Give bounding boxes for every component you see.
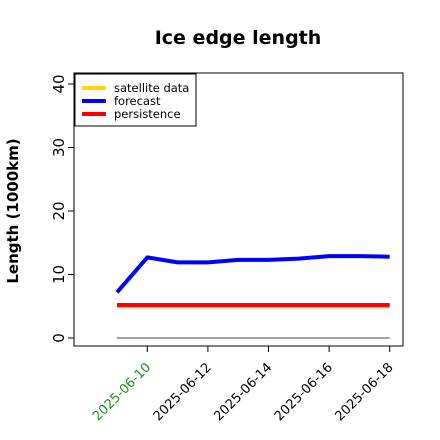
x-tick-label: 2025-06-12 [151,360,215,424]
legend-label-forecast: forecast [114,94,161,108]
y-tick-label: 0 [50,333,68,343]
legend-label-satellite: satellite data [114,81,189,95]
y-tick-label: 10 [50,265,68,284]
series-line-forecast [115,254,390,294]
x-tick-label: 2025-06-10 [90,360,154,424]
chart-title: Ice edge length [155,27,322,49]
plot-frame [73,72,404,347]
legend: satellite data forecast persistence [74,73,197,127]
x-tick-label: 2025-06-16 [272,360,336,424]
y-tick-label: 40 [50,74,68,93]
x-tick-label: 2025-06-18 [332,360,396,424]
x-tick-label: 2025-06-14 [211,360,275,424]
y-tick-label: 20 [50,201,68,220]
y-axis-label: Length (1000km) [4,138,22,283]
y-tick-label: 30 [50,138,68,157]
legend-label-persistence: persistence [114,107,181,121]
